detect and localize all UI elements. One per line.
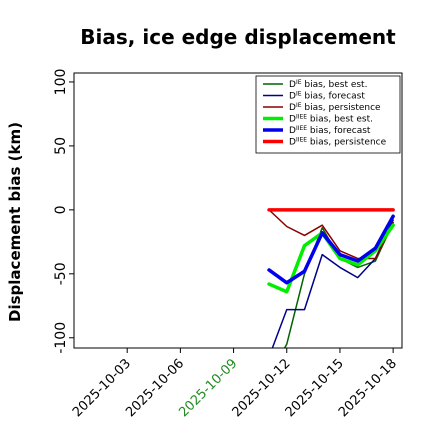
legend: DIE bias, best est.DIE bias, forecastDIE… (255, 75, 401, 154)
legend-label-4: DIIEE bias, forecast (289, 125, 371, 136)
series-line-2 (268, 209, 394, 260)
series-group (267, 208, 395, 348)
legend-label-2: DIE bias, persistence (289, 102, 381, 113)
legend-label-3: DIIEE bias, best est. (289, 114, 373, 125)
y-tick-label: -100 (53, 322, 69, 354)
plot-frame (73, 72, 403, 349)
y-tick-label: -50 (53, 262, 69, 285)
legend-label-0: DIE bias, best est. (289, 79, 367, 90)
series-line-1 (271, 219, 394, 348)
y-tick-label: 0 (53, 205, 69, 214)
legend-label-1: DIE bias, forecast (289, 91, 365, 102)
chart-title: Bias, ice edge displacement (80, 25, 396, 49)
series-line-4 (267, 214, 395, 285)
y-tick-label: 50 (53, 137, 69, 155)
legend-label-5: DIIEE bias, persistence (289, 137, 387, 148)
y-axis-label: Displacement bias (km) (6, 122, 24, 322)
y-tick-label: 100 (53, 69, 69, 96)
